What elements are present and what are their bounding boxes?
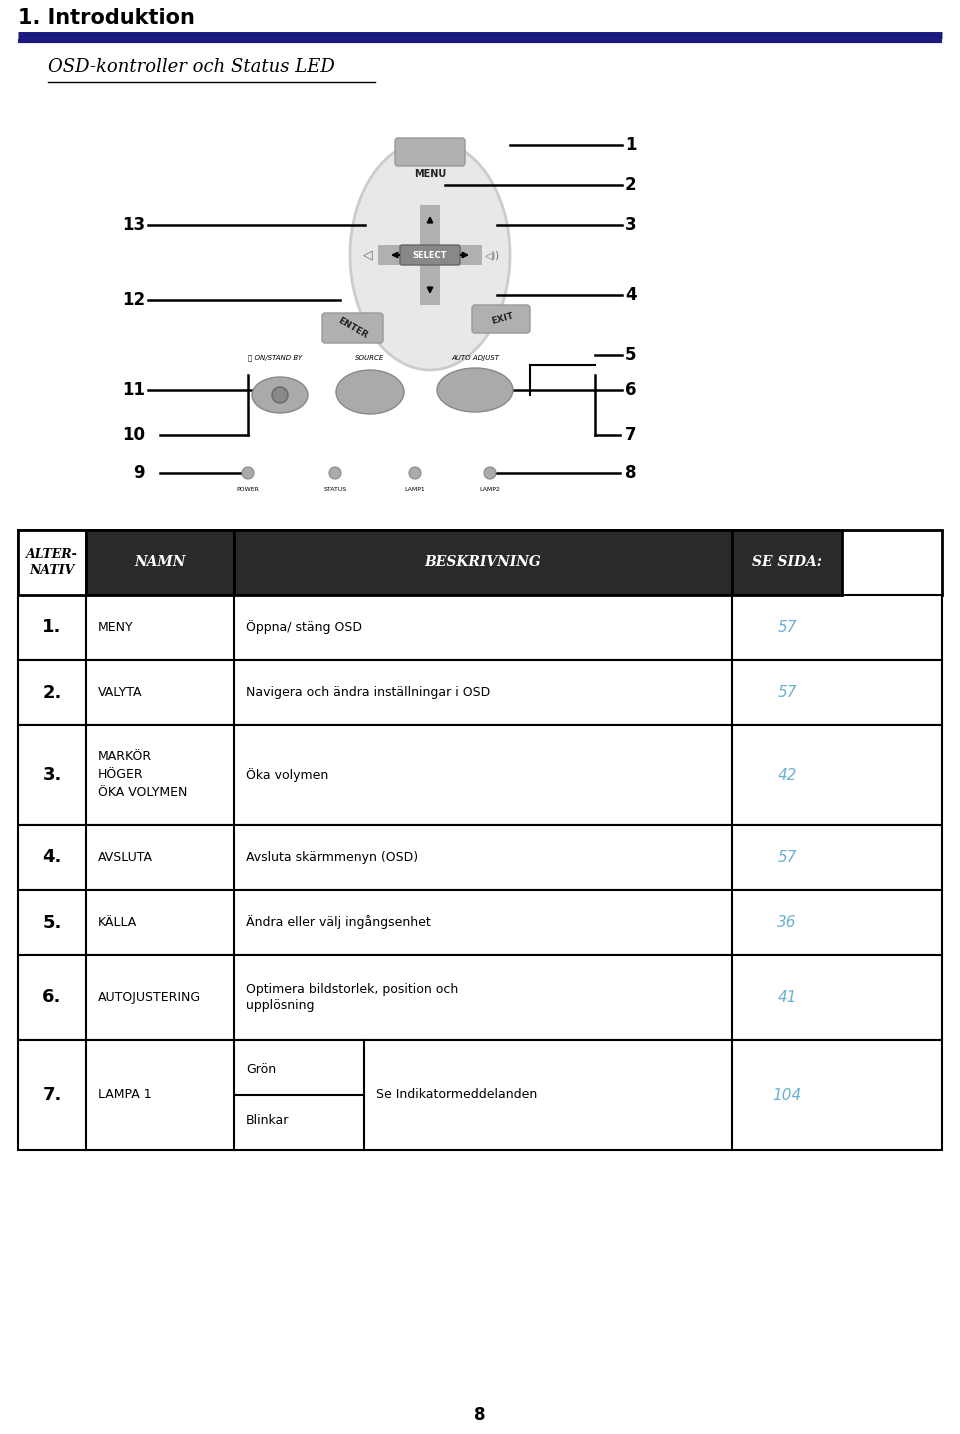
Text: 1.: 1. (42, 618, 61, 637)
Text: MENY: MENY (98, 621, 133, 634)
Text: LAMPA 1: LAMPA 1 (98, 1088, 152, 1101)
Ellipse shape (336, 370, 404, 414)
Bar (18, 531, 86, 595)
Text: 12: 12 (122, 291, 145, 308)
Ellipse shape (252, 377, 308, 413)
Text: 57: 57 (778, 619, 797, 635)
Text: Optimera bildstorlek, position och
upplösning: Optimera bildstorlek, position och upplö… (246, 982, 458, 1012)
Text: 8: 8 (474, 1405, 486, 1424)
Text: 6.: 6. (42, 988, 61, 1007)
Text: 1: 1 (625, 136, 636, 153)
Text: 5.: 5. (42, 913, 61, 932)
Bar (18, 1040, 942, 1150)
FancyBboxPatch shape (322, 313, 383, 343)
Text: ◁: ◁ (363, 248, 372, 261)
Text: 8: 8 (625, 465, 636, 482)
Text: 4: 4 (625, 285, 636, 304)
Text: 57: 57 (778, 850, 797, 865)
Bar (18, 660, 942, 726)
FancyBboxPatch shape (472, 305, 530, 333)
Text: 42: 42 (778, 767, 797, 783)
Text: Öppna/ stäng OSD: Öppna/ stäng OSD (246, 621, 362, 634)
Bar (234, 531, 732, 595)
Text: AVSLUTA: AVSLUTA (98, 850, 153, 865)
Text: 4.: 4. (42, 849, 61, 866)
FancyBboxPatch shape (400, 245, 460, 265)
Text: LAMP2: LAMP2 (480, 488, 500, 492)
Text: 9: 9 (133, 465, 145, 482)
Bar (18, 825, 942, 891)
Text: SE SIDA:: SE SIDA: (752, 555, 822, 569)
Text: Se Indikatormeddelanden: Se Indikatormeddelanden (376, 1088, 538, 1101)
Text: ⏻ ON/STAND BY: ⏻ ON/STAND BY (248, 354, 302, 361)
Text: ◁)): ◁)) (485, 250, 499, 260)
Text: 11: 11 (122, 381, 145, 399)
Ellipse shape (437, 369, 513, 412)
Bar (18, 726, 942, 825)
Text: 6: 6 (625, 381, 636, 399)
Circle shape (484, 467, 496, 479)
Text: 1. Introduktion: 1. Introduktion (18, 9, 195, 29)
Text: Ändra eller välj ingångsenhet: Ändra eller välj ingångsenhet (246, 915, 431, 929)
Text: 3.: 3. (42, 766, 61, 784)
Text: MENU: MENU (414, 169, 446, 179)
Text: KÄLLA: KÄLLA (98, 916, 137, 929)
Text: 36: 36 (778, 915, 797, 931)
Text: 104: 104 (773, 1087, 802, 1103)
Bar (18, 595, 942, 660)
Text: 3: 3 (625, 217, 636, 234)
Ellipse shape (350, 141, 510, 370)
Bar (420, 205, 440, 305)
Circle shape (409, 467, 421, 479)
Text: MARKÖR
HÖGER
ÖKA VOLYMEN: MARKÖR HÖGER ÖKA VOLYMEN (98, 750, 187, 800)
Text: Grön: Grön (246, 1063, 276, 1076)
Text: BESKRIVNING: BESKRIVNING (424, 555, 541, 569)
Bar (18, 955, 942, 1040)
Bar (18, 531, 942, 595)
Text: 2: 2 (625, 176, 636, 194)
FancyBboxPatch shape (395, 138, 465, 166)
Text: ENTER: ENTER (336, 315, 370, 340)
Text: Öka volymen: Öka volymen (246, 769, 328, 782)
Text: AUTOJUSTERING: AUTOJUSTERING (98, 991, 202, 1004)
Text: 13: 13 (122, 217, 145, 234)
Text: ALTER-
NATIV: ALTER- NATIV (26, 548, 78, 576)
Text: EXIT: EXIT (490, 311, 515, 327)
Text: NAMN: NAMN (134, 555, 185, 569)
Text: Avsluta skärmmenyn (OSD): Avsluta skärmmenyn (OSD) (246, 850, 419, 865)
Text: 57: 57 (778, 685, 797, 700)
Text: VALYTA: VALYTA (98, 685, 142, 698)
Text: 7: 7 (625, 426, 636, 445)
Bar (732, 531, 842, 595)
Text: 10: 10 (122, 426, 145, 445)
Text: 41: 41 (778, 989, 797, 1005)
Bar (378, 245, 482, 265)
Text: Blinkar: Blinkar (246, 1114, 289, 1127)
Text: AUTO ADJUST: AUTO ADJUST (451, 356, 499, 361)
Text: SOURCE: SOURCE (355, 356, 385, 361)
Text: OSD-kontroller och Status LED: OSD-kontroller och Status LED (48, 57, 335, 76)
Text: Navigera och ändra inställningar i OSD: Navigera och ändra inställningar i OSD (246, 685, 491, 698)
Bar (86, 531, 234, 595)
Circle shape (329, 467, 341, 479)
Text: STATUS: STATUS (324, 488, 347, 492)
Bar (18, 891, 942, 955)
Text: 2.: 2. (42, 684, 61, 701)
Circle shape (242, 467, 254, 479)
Text: SELECT: SELECT (413, 251, 447, 260)
Circle shape (272, 387, 288, 403)
Text: LAMP1: LAMP1 (404, 488, 425, 492)
Text: 7.: 7. (42, 1086, 61, 1104)
Text: POWER: POWER (236, 488, 259, 492)
Text: 5: 5 (625, 346, 636, 364)
